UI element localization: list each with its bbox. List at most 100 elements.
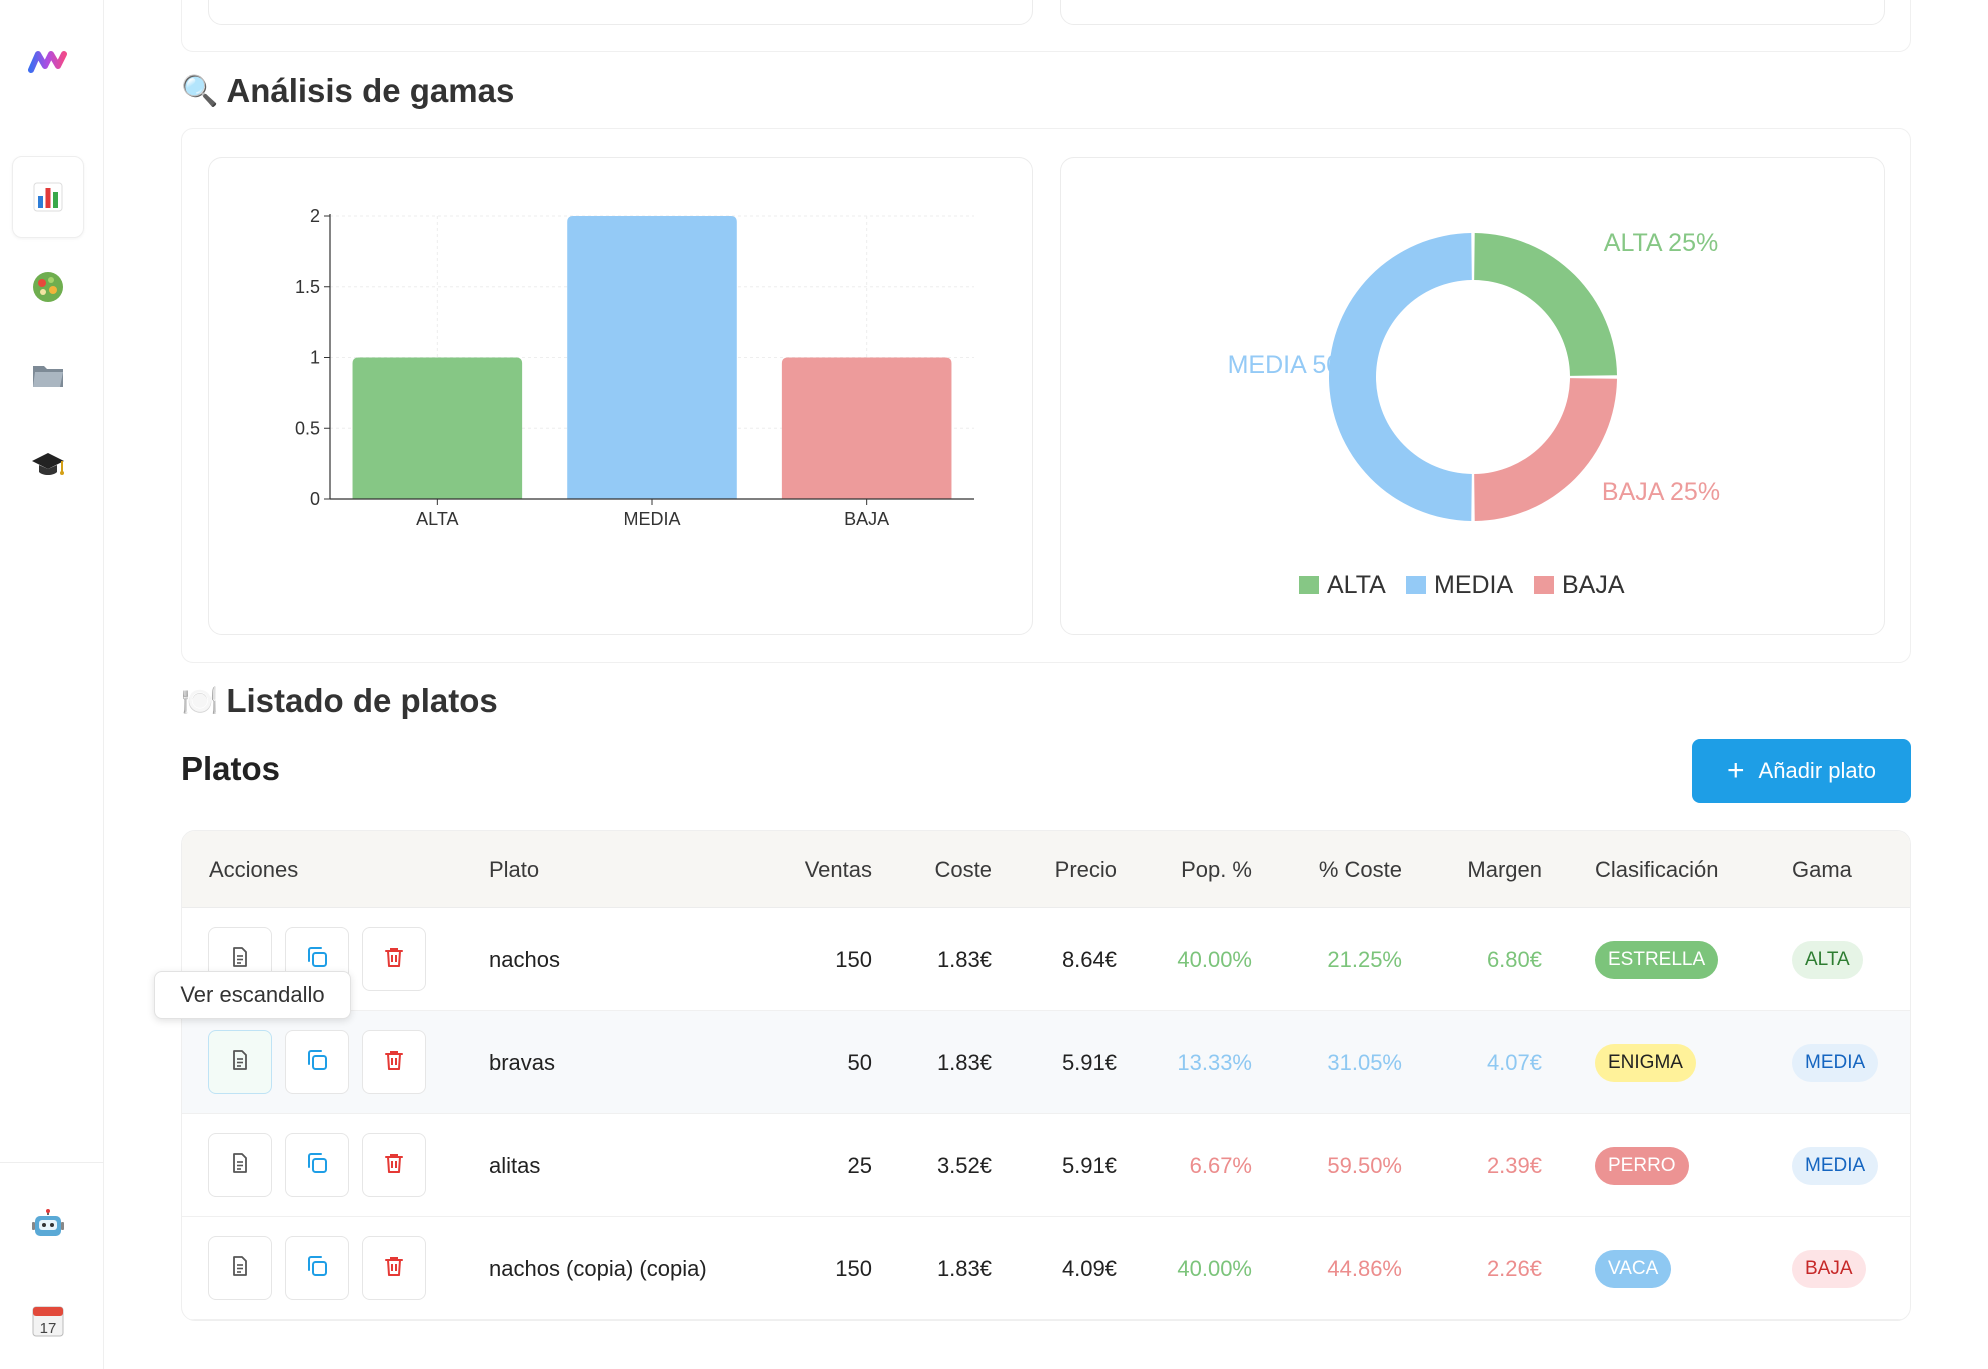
pop-value: 13.33% [1177, 1050, 1252, 1075]
pct-coste-value: 44.86% [1327, 1256, 1402, 1281]
document-icon [228, 1254, 252, 1283]
section-title-gamas: 🔍 Análisis de gamas [181, 72, 514, 110]
table-row: nachos (copia) (copia) 150 1.83€ 4.09€ 40.00… [182, 1217, 1910, 1320]
robot-icon [32, 1209, 64, 1236]
plato-name: nachos (copia) (copia) [489, 1256, 707, 1281]
col-precio: Precio [1054, 857, 1117, 882]
ventas-value: 50 [847, 1050, 872, 1075]
delete-button[interactable] [362, 927, 426, 991]
gama-badge: MEDIA [1792, 1044, 1879, 1082]
sidebar-item-recipes[interactable] [12, 246, 84, 328]
plato-name: nachos [489, 947, 560, 972]
platos-table: Acciones Plato Ventas Coste Precio Pop. … [181, 830, 1911, 1321]
bar-alta [352, 357, 523, 499]
trash-icon [382, 1254, 406, 1283]
col-margen: Margen [1467, 857, 1542, 882]
platos-heading: Platos [181, 750, 281, 787]
delete-button[interactable] [362, 1030, 426, 1094]
col-coste: Coste [934, 857, 992, 882]
plus-icon: + [1727, 754, 1745, 787]
duplicate-button[interactable] [285, 1133, 349, 1197]
pct-coste-value: 59.50% [1327, 1153, 1402, 1178]
margen-value: 4.07€ [1486, 1050, 1542, 1075]
sidebar-item-files[interactable] [12, 334, 84, 416]
m-logo-icon[interactable] [28, 44, 68, 78]
ventas-value: 25 [847, 1153, 872, 1178]
clasificacion-badge: ENIGMA [1595, 1044, 1696, 1082]
folder-icon [33, 366, 63, 387]
table-row: bravas 50 1.83€ 5.91€ 13.33% 31.05% 4.07€ ENIGM… [182, 1011, 1910, 1114]
donut-chart-card: ALTA 25% BAJA 25% MEDIA 50% ALTA MEDIA BAJA [1060, 157, 1885, 635]
col-clasificacion: Clasificación [1595, 857, 1719, 882]
sidebar-item-calendar[interactable]: 17 [12, 1280, 84, 1362]
sidebar-item-dashboard[interactable] [12, 156, 84, 238]
copy-icon [304, 1047, 330, 1078]
pop-value: 40.00% [1177, 1256, 1252, 1281]
sidebar-item-academy[interactable] [12, 424, 84, 506]
legend-swatch-alta [1299, 576, 1319, 594]
plate-cutlery-icon: 🍽️ [181, 684, 219, 718]
coste-value: 1.83€ [936, 1256, 992, 1281]
table-row: alitas 25 3.52€ 5.91€ 6.67% 59.50% 2.39€ PERRO M… [182, 1114, 1910, 1217]
top-summary-card [181, 0, 1911, 52]
gama-badge: BAJA [1792, 1250, 1866, 1288]
trash-icon [382, 945, 406, 974]
trash-icon [382, 1048, 406, 1077]
slice-label-media: MEDIA 50% [1228, 351, 1363, 379]
top-summary-card-right [1060, 0, 1885, 25]
sidebar-divider [0, 1162, 104, 1163]
sidebar-item-assistant[interactable] [12, 1184, 84, 1266]
duplicate-button[interactable] [285, 1236, 349, 1300]
delete-button[interactable] [362, 1236, 426, 1300]
table-row: nachos 150 1.83€ 8.64€ 40.00% 21.25% 6.80€ ESTR… [182, 908, 1910, 1011]
document-icon [228, 1048, 252, 1077]
bar-chart-icon [33, 182, 63, 212]
coste-value: 3.52€ [936, 1153, 992, 1178]
col-pop: Pop. % [1181, 857, 1252, 882]
clasificacion-badge: ESTRELLA [1595, 941, 1719, 979]
col-ventas: Ventas [804, 857, 872, 882]
ver-escandallo-button[interactable] [208, 1236, 272, 1300]
col-pct-coste: % Coste [1318, 857, 1402, 882]
section-title-listado-text: Listado de platos [226, 682, 498, 719]
y-tick-label: 0.5 [295, 418, 320, 438]
donut-slice-baja [1474, 378, 1617, 521]
magnifier-icon: 🔍 [181, 74, 219, 108]
ventas-value: 150 [835, 947, 872, 972]
document-icon [228, 1151, 252, 1180]
legend-swatch-media [1406, 576, 1426, 594]
bar-chart-card: ALTA MEDIA BAJA 0 0.5 1 1.5 2 [208, 157, 1033, 635]
plato-name: bravas [489, 1050, 556, 1075]
donut-slice-alta [1474, 233, 1617, 376]
col-gama: Gama [1792, 857, 1852, 882]
calendar-icon: 17 [32, 1306, 64, 1337]
add-plato-label: Añadir plato [1758, 758, 1876, 783]
table-header: Acciones Plato Ventas Coste Precio Pop. … [182, 831, 1910, 908]
delete-button[interactable] [362, 1133, 426, 1197]
sidebar: 17 [0, 0, 104, 1369]
add-plato-button[interactable]: + Añadir plato [1692, 739, 1911, 803]
coste-value: 1.83€ [936, 947, 992, 972]
coste-value: 1.83€ [936, 1050, 992, 1075]
x-tick-label: MEDIA [623, 509, 680, 529]
y-tick-label: 1 [310, 348, 320, 368]
donut-slice-media [1329, 233, 1472, 521]
top-summary-card-left [208, 0, 1033, 25]
duplicate-button[interactable] [285, 1030, 349, 1094]
legend-label-baja: BAJA [1562, 571, 1625, 599]
copy-icon [304, 1150, 330, 1181]
trash-icon [382, 1151, 406, 1180]
bar-media [567, 216, 737, 499]
margen-value: 2.39€ [1486, 1153, 1542, 1178]
col-plato: Plato [489, 857, 540, 882]
gama-bar-chart: ALTA MEDIA BAJA 0 0.5 1 1.5 2 [295, 206, 974, 529]
gamas-charts-container: ALTA MEDIA BAJA 0 0.5 1 1.5 2 ALTA 25% BAJA 25% M… [181, 128, 1911, 663]
copy-icon [304, 1253, 330, 1284]
x-tick-label: ALTA [416, 509, 458, 529]
ver-escandallo-tooltip: Ver escandallo [154, 971, 351, 1019]
copy-icon [304, 944, 330, 975]
pop-value: 6.67% [1189, 1153, 1252, 1178]
y-tick-label: 0 [310, 489, 320, 509]
ver-escandallo-button[interactable] [208, 1030, 272, 1094]
ver-escandallo-button[interactable] [208, 1133, 272, 1197]
